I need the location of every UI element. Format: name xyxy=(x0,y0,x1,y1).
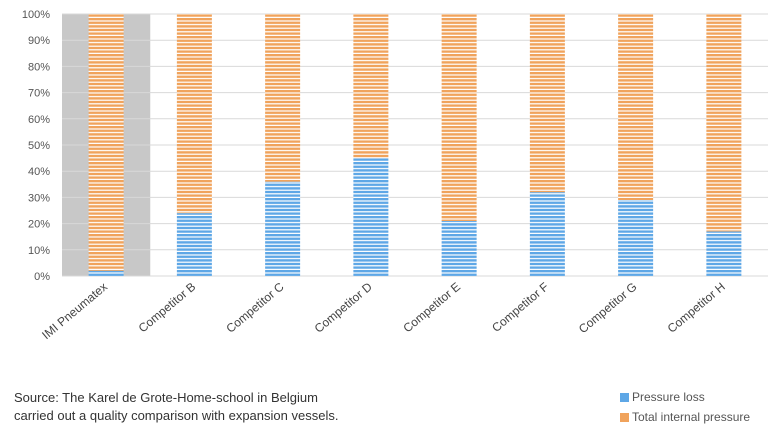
source-note: Source: The Karel de Grote-Home-school i… xyxy=(14,389,474,425)
y-tick-label: 70% xyxy=(28,88,50,100)
category-label: Competitor B xyxy=(136,280,199,336)
legend-item-total-internal-pressure: Total internal pressure xyxy=(620,408,750,426)
category-label: IMI Pneumatex xyxy=(39,280,110,343)
y-tick-label: 80% xyxy=(28,61,50,73)
y-tick-label: 20% xyxy=(28,219,50,231)
bar-pressure-loss xyxy=(618,200,654,276)
bar-total-internal-pressure xyxy=(176,14,212,214)
bar-pressure-loss xyxy=(265,181,301,276)
y-tick-label: 40% xyxy=(28,166,50,178)
stacked-bar-chart: 0% 10% 20% 30% 40% 50% 60% 70% 80% 90% 100% IMI Pne… xyxy=(22,9,768,343)
bar-total-internal-pressure xyxy=(529,14,565,193)
legend-label-pressure-loss: Pressure loss xyxy=(632,390,705,404)
y-tick-label: 100% xyxy=(22,9,50,21)
y-tick-label: 10% xyxy=(28,245,50,257)
category-label: Competitor D xyxy=(312,279,375,335)
bar-pressure-loss xyxy=(88,270,124,276)
y-tick-label: 50% xyxy=(28,140,50,152)
bar-pressure-loss xyxy=(176,213,212,276)
legend-item-pressure-loss: Pressure loss xyxy=(620,388,750,406)
bar-total-internal-pressure xyxy=(265,14,301,182)
y-tick-label: 30% xyxy=(28,192,50,204)
category-label: Competitor F xyxy=(489,280,551,335)
bar-pressure-loss xyxy=(441,220,477,276)
y-tick-label: 60% xyxy=(28,114,50,126)
y-tick-label: 0% xyxy=(34,271,50,283)
source-note-line-2: carried out a quality comparison with ex… xyxy=(14,408,339,423)
category-label: Competitor E xyxy=(400,280,463,336)
bar-total-internal-pressure xyxy=(441,14,477,221)
legend-label-total-internal-pressure: Total internal pressure xyxy=(632,410,751,424)
bar-total-internal-pressure xyxy=(353,14,389,159)
bar-total-internal-pressure xyxy=(88,14,124,271)
source-note-line-1: Source: The Karel de Grote-Home-school i… xyxy=(14,390,318,405)
legend-swatch-total-internal-pressure xyxy=(620,412,629,422)
category-label: Competitor G xyxy=(576,280,640,337)
bar-pressure-loss xyxy=(706,231,742,276)
bar-pressure-loss xyxy=(353,158,389,276)
category-label: Competitor C xyxy=(223,279,286,335)
legend: Pressure loss Total internal pressure xyxy=(620,388,750,428)
bar-pressure-loss xyxy=(529,192,565,276)
bar-total-internal-pressure xyxy=(618,14,654,201)
y-tick-label: 90% xyxy=(28,35,50,47)
legend-swatch-pressure-loss xyxy=(620,392,629,402)
category-label: Competitor H xyxy=(665,280,728,336)
bar-total-internal-pressure xyxy=(706,14,742,232)
